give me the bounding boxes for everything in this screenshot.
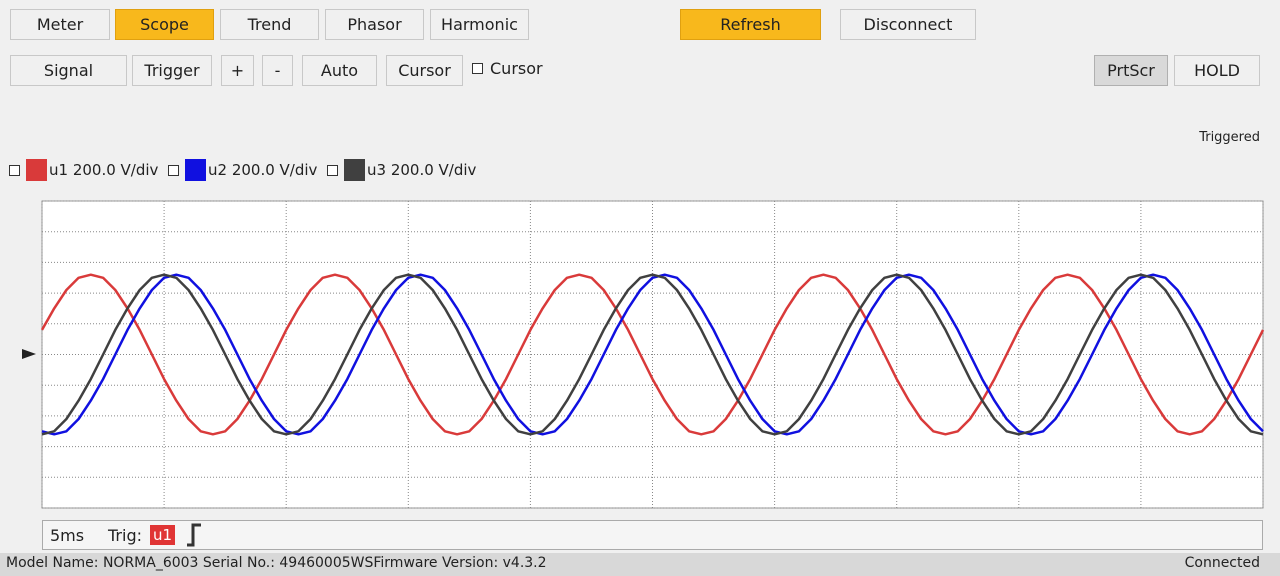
status-bar bbox=[0, 553, 1280, 576]
trig-label: Trig: bbox=[108, 526, 142, 545]
tab-button[interactable]: Harmonic bbox=[430, 9, 529, 40]
legend-checkbox[interactable] bbox=[9, 165, 20, 176]
legend-label: u2 200.0 V/div bbox=[208, 161, 318, 179]
timebase: 5ms bbox=[50, 526, 85, 545]
tool-button[interactable]: - bbox=[262, 55, 293, 86]
trig-source[interactable]: u1 bbox=[150, 525, 175, 545]
tab-button[interactable]: Scope bbox=[115, 9, 214, 40]
cursor-checkbox[interactable] bbox=[472, 63, 483, 74]
legend-checkbox[interactable] bbox=[327, 165, 338, 176]
trig-edge-icon bbox=[187, 523, 201, 547]
tool-button[interactable]: Signal bbox=[10, 55, 127, 86]
tool-button[interactable]: Trigger bbox=[132, 55, 212, 86]
legend-swatch bbox=[185, 159, 206, 181]
trigger-level-marker bbox=[22, 349, 36, 359]
tool-button[interactable]: PrtScr bbox=[1094, 55, 1168, 86]
footer-bar bbox=[42, 520, 1263, 550]
legend-swatch bbox=[26, 159, 47, 181]
tab-button[interactable]: Trend bbox=[220, 9, 319, 40]
series-line bbox=[40, 273, 1265, 436]
tool-button[interactable]: Auto bbox=[302, 55, 377, 86]
series-line bbox=[41, 273, 1264, 436]
legend-label: u3 200.0 V/div bbox=[367, 161, 477, 179]
legend-swatch bbox=[344, 159, 365, 181]
legend-checkbox[interactable] bbox=[168, 165, 179, 176]
action-button[interactable]: Disconnect bbox=[840, 9, 976, 40]
connection-status: Connected bbox=[1184, 555, 1260, 571]
scope-chart bbox=[22, 200, 1265, 509]
tab-button[interactable]: Meter bbox=[10, 9, 110, 40]
trigger-state: Triggered bbox=[1199, 130, 1260, 145]
tool-button[interactable]: HOLD bbox=[1174, 55, 1260, 86]
cursor-checkbox-label[interactable]: Cursor bbox=[490, 59, 543, 78]
tool-button[interactable]: + bbox=[221, 55, 254, 86]
legend-label: u1 200.0 V/div bbox=[49, 161, 159, 179]
tool-button[interactable]: Cursor bbox=[386, 55, 463, 86]
status-info: Model Name: NORMA_6003 Serial No.: 49460… bbox=[6, 555, 547, 571]
tab-button[interactable]: Phasor bbox=[325, 9, 424, 40]
action-button[interactable]: Refresh bbox=[680, 9, 821, 40]
series-line bbox=[41, 273, 1264, 436]
